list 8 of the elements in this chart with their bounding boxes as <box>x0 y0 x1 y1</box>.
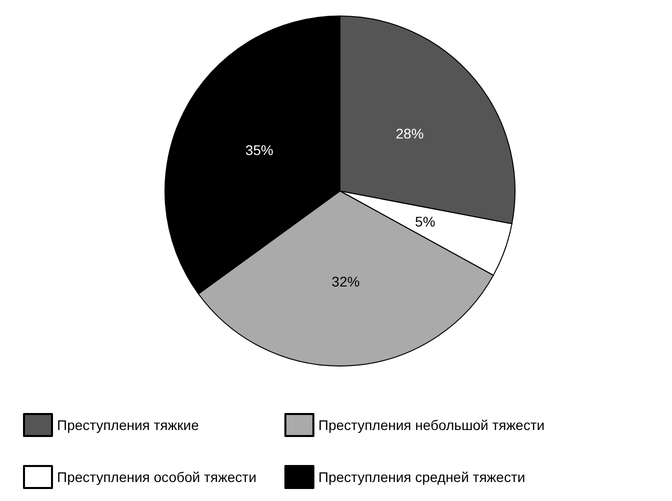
legend-label: Преступления тяжкие <box>57 417 200 433</box>
legend-label: Преступления особой тяжести <box>57 469 256 485</box>
data-label: 32% <box>332 273 360 290</box>
legend-label: Преступления небольшой тяжести <box>318 417 545 433</box>
data-label: 28% <box>396 125 424 142</box>
legend-label: Преступления средней тяжести <box>318 469 526 485</box>
data-label: 35% <box>245 142 274 158</box>
data-label: 5% <box>415 214 436 230</box>
